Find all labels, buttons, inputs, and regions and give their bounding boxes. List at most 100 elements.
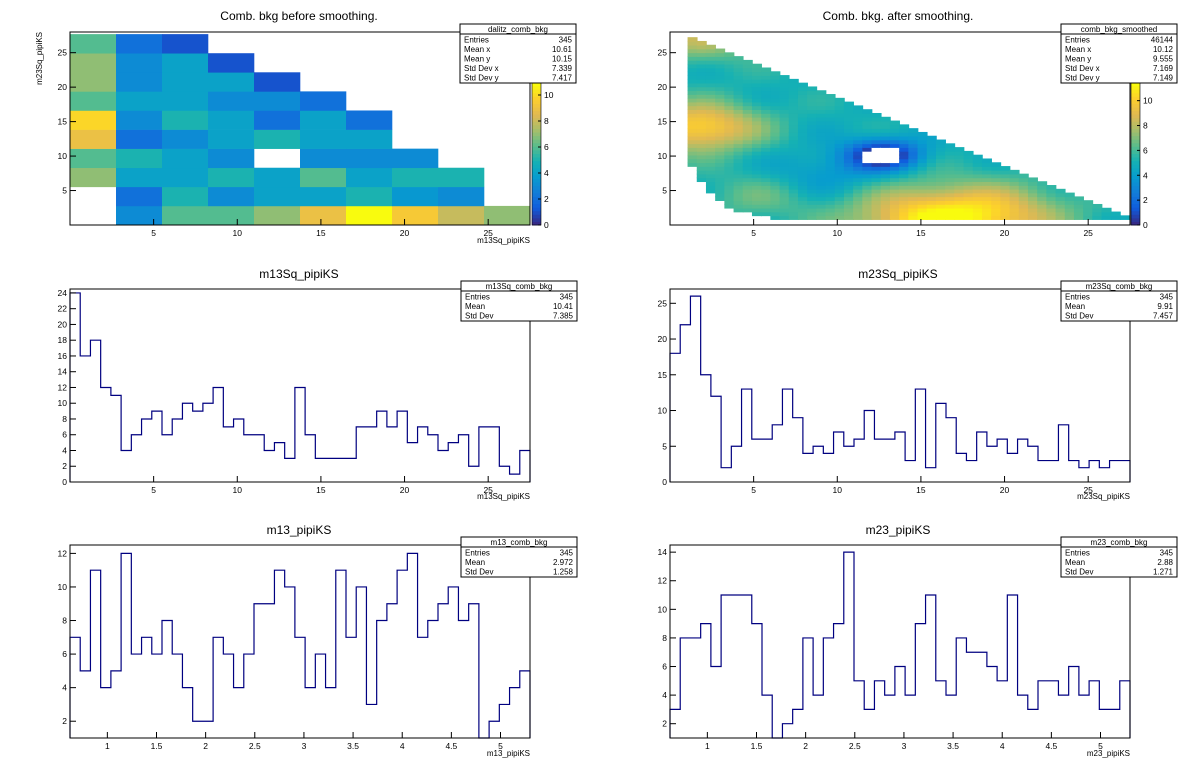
histogram-bin [905,461,915,482]
smoothed-cell [742,105,753,110]
smoothed-cell [770,185,781,190]
histogram-bin [469,466,479,482]
smoothed-cell [761,78,772,84]
smoothed-cell [751,101,762,107]
smoothed-cell [807,188,818,194]
smoothed-cell [687,44,698,50]
histogram-bin [782,389,792,482]
smoothed-cell [963,200,974,205]
smoothed-cell [917,147,928,152]
heatmap-cell [70,91,117,111]
smoothed-cell [889,211,900,217]
smoothed-cell [742,181,753,186]
smoothed-cell [880,158,891,164]
smoothed-cell [825,185,836,190]
smoothed-cell [935,169,946,175]
smoothed-cell [991,177,1002,183]
smoothed-cell [724,166,735,171]
smoothed-cell [705,150,716,156]
smoothed-cell [742,124,753,129]
smoothed-cell [788,128,799,133]
smoothed-cell [945,158,956,164]
smoothed-cell [807,105,818,110]
smoothed-cell [1092,203,1103,209]
smoothed-cell [981,215,992,220]
smoothed-cell [917,207,928,213]
smoothed-cell [843,150,854,156]
smoothed-cell [742,128,753,133]
smoothed-cell [724,131,735,137]
smoothed-cell [761,185,772,190]
smoothed-cell [1009,203,1020,209]
smoothed-cell [770,196,781,201]
smoothed-cell [981,158,992,164]
smoothed-cell [981,192,992,198]
smoothed-cell [761,94,772,99]
smoothed-cell [687,67,698,73]
smoothed-cell [715,177,726,183]
histogram-bin [966,461,976,482]
x-tick-label: 3 [902,741,907,751]
smoothed-cell [862,188,873,194]
smoothed-cell [899,173,910,179]
y-tick-label: 15 [658,370,668,380]
smoothed-cell [981,181,992,186]
stats-value: 7.385 [553,312,574,321]
y-tick-label: 20 [658,334,668,344]
smoothed-cell [1018,200,1029,205]
smoothed-cell [972,192,983,198]
smoothed-cell [853,131,864,137]
smoothed-cell [972,188,983,194]
smoothed-cell [825,97,836,103]
smoothed-cell [871,120,882,126]
smoothed-cell [687,86,698,92]
heatmap-cell [346,167,393,188]
palette-step [532,114,541,119]
heatmap-cell [300,148,347,169]
smoothed-cell [733,188,744,194]
smoothed-cell [1027,196,1038,201]
smoothed-cell [917,169,928,175]
smoothed-cell [945,211,956,217]
smoothed-cell [687,59,698,65]
smoothed-cell [945,154,956,160]
heatmap-cell [254,129,301,149]
smoothed-cell [761,109,772,114]
plot-frame [669,288,1131,483]
smoothed-cell [761,128,772,133]
smoothed-cell [843,192,854,198]
smoothed-cell [779,207,790,213]
stats-key: Mean [465,302,485,311]
palette-step [1131,132,1140,137]
smoothed-cell [1027,203,1038,209]
smoothed-cell [862,124,873,129]
histogram-bin [895,432,905,482]
smoothed-cell [908,158,919,164]
histogram-bin [1018,439,1028,482]
smoothed-cell [687,135,698,141]
smoothed-cell [779,112,790,118]
stats-key: Std Dev [1065,312,1093,321]
smoothed-cell [788,109,799,114]
smoothed-cell [705,82,716,88]
y-tick-label: 8 [662,633,667,643]
x-tick-label: 15 [916,228,926,238]
smoothed-cell [899,139,910,145]
panel-comb-bkg-before: Comb. bkg before smoothing. 5 10 15 20 25510… [35,9,577,245]
heatmap-cell [346,186,393,207]
smoothed-cell [779,215,790,220]
smoothed-cell [807,215,818,220]
histogram-bin [520,671,530,738]
palette-step [1131,174,1140,180]
smoothed-cell [1009,200,1020,205]
palette-step [532,124,541,129]
x-tick-label: 1.5 [151,741,163,751]
stats-key: Entries [465,293,490,302]
palette-step [532,85,541,90]
smoothed-cell [917,181,928,186]
smoothed-cell [788,124,799,129]
histogram-bin [926,468,936,482]
smoothed-cell [862,154,873,160]
smoothed-cell [825,139,836,145]
histogram-bin [762,695,772,738]
